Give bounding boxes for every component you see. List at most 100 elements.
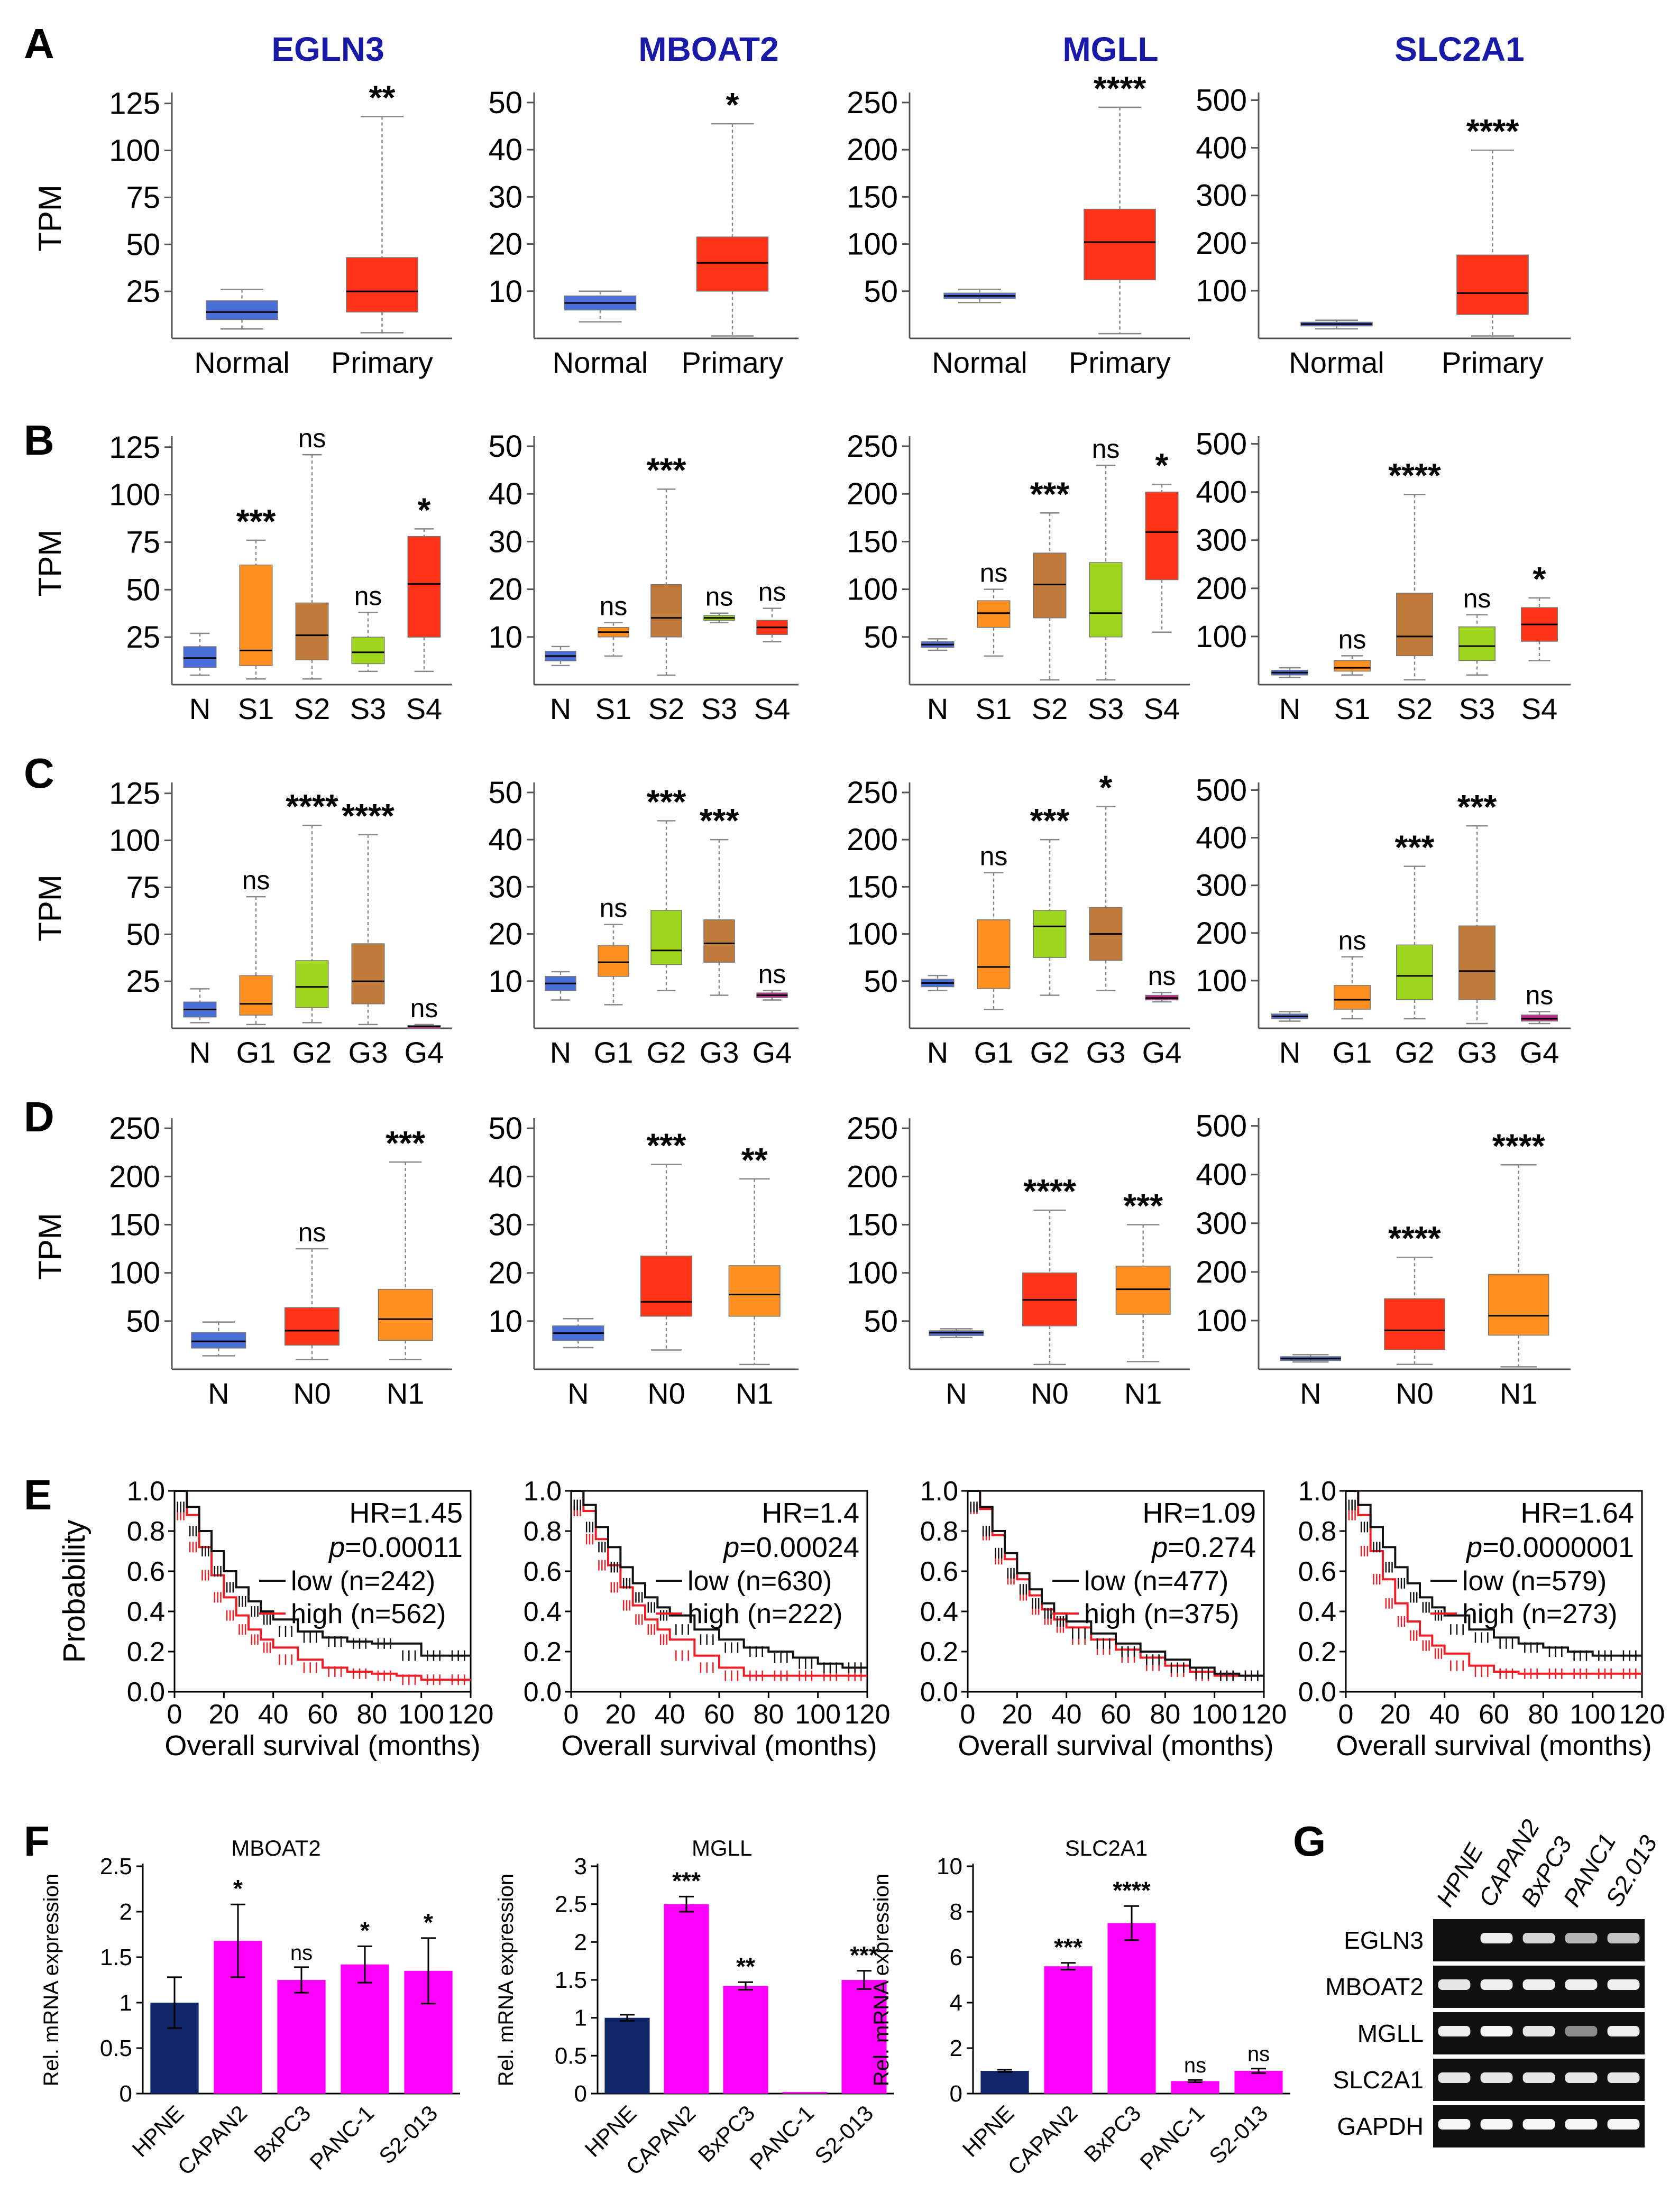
x-category-label: G1 [594,1036,634,1069]
x-category-label: S4 [1521,692,1558,725]
box-group-n: N [1271,667,1308,725]
y-tick-label: 50 [864,964,898,999]
y-tick-label: 0.6 [524,1556,562,1587]
y-tick-label: 30 [488,1208,522,1242]
x-tick-label: 40 [1051,1699,1082,1730]
x-category-label: N [1279,1036,1300,1069]
box-group-g4: G4 ns [1142,961,1182,1069]
y-tick-label: 100 [1196,620,1247,654]
significance-label: *** [236,502,276,540]
y-axis-label: TPM [32,530,68,597]
y-tick-label: 0.6 [920,1556,958,1587]
panel-letter-d: D [24,1093,54,1140]
box-group-primary: Primary * [682,86,784,379]
y-tick-label: 150 [847,870,898,904]
box [351,943,385,1004]
box-group-g2: G2 *** [1395,828,1435,1069]
box-group-n: N [552,1318,604,1410]
legend-label-low: low (n=630) [687,1566,832,1597]
x-category-label: Primary [1442,346,1544,379]
significance-label: *** [1030,801,1070,840]
box-group-g2: G2 *** [1030,801,1070,1069]
y-axis-label: Rel. mRNA expression [870,1874,893,2086]
x-category-label: S3 [1459,692,1495,725]
y-tick-label: 25 [126,964,160,999]
y-tick-label: 200 [1196,572,1247,606]
legend-label-high: high (n=273) [1462,1599,1617,1629]
box-chart-mboat2: 10 20 30 40 50 N S1 ns S2 *** S3 ns S4 ns [488,429,799,725]
box-group-s2: S2 *** [1030,475,1070,725]
box-group-s3: S3 ns [1458,584,1495,725]
significance-label: ns [298,423,326,453]
y-tick-label: 10 [488,620,522,655]
significance-label: * [360,1916,370,1944]
y-tick-label: 400 [1196,131,1247,165]
x-tick-label: 120 [845,1699,891,1730]
y-tick-label: 0.2 [127,1637,165,1667]
box [1396,944,1433,1000]
x-category-label: G3 [1086,1036,1126,1069]
y-tick-label: 1.5 [555,1967,587,1993]
y-tick-label: 50 [488,86,522,120]
box-chart-mboat2: 10 20 30 40 50 N G1 ns G2 *** G3 *** G4 ns [488,776,799,1069]
box-group-g3: G3 *** [700,801,739,1069]
significance-label: ns [354,581,382,611]
x-category-label: N [946,1377,967,1410]
significance-label: *** [1030,475,1070,513]
significance-label: ns [298,1218,326,1247]
y-tick-label: 25 [126,274,160,309]
y-axis-label: Rel. mRNA expression [40,1874,63,2086]
significance-label: * [1533,560,1546,598]
y-tick-label: 300 [1196,1206,1247,1241]
y-tick-label: 10 [488,274,522,309]
bar-chart-title: SLC2A1 [1065,1836,1148,1860]
significance-label: ns [1148,961,1176,991]
x-category-label: Normal [194,346,289,379]
box-group-s2: S2 **** [1388,456,1441,725]
y-tick-label: 0.0 [1298,1677,1336,1708]
y-tick-label: 200 [1196,916,1247,951]
box-group-g2: G2 **** [286,787,338,1069]
survival-curve-low [571,1490,867,1669]
gel-row-label: MBOAT2 [1325,1973,1424,2001]
bar [1171,2081,1219,2094]
box-group-n: N [183,988,217,1069]
x-tick-label: 80 [753,1699,784,1730]
box [1334,985,1371,1010]
y-tick-label: 0.4 [524,1597,562,1627]
significance-label: **** [1388,1219,1441,1257]
y-tick-label: 30 [488,180,522,214]
box [1033,552,1067,619]
bar [723,1986,768,2094]
y-tick-label: 2.5 [555,1892,587,1918]
box-group-s1: S1 ns [595,592,632,725]
gel-band [1607,1979,1640,1990]
box [295,602,329,661]
y-tick-label: 500 [1196,1109,1247,1144]
y-tick-label: 20 [488,1256,522,1291]
y-axis-label: Rel. mRNA expression [494,1874,518,2086]
gene-title-slc2a1: SLC2A1 [1394,30,1524,68]
significance-label: **** [342,797,394,835]
gel-row-label: MGLL [1357,2020,1424,2047]
gel-band [1480,2119,1513,2130]
box-group-normal: Normal [194,289,290,379]
box [1458,925,1495,1000]
box-group-n: N [545,646,576,725]
box-group-n1: N1 **** [1488,1127,1549,1410]
box-group-n1: N1 ** [728,1141,781,1410]
significance-label: *** [1123,1186,1163,1224]
box [703,919,735,963]
significance-label: *** [700,801,739,840]
x-category-label: S1 [1334,692,1371,725]
x-category-label: N [927,1036,948,1069]
x-category-label: S4 [406,692,443,725]
y-tick-label: 125 [109,430,160,465]
x-category-label: G2 [1395,1036,1435,1069]
x-category-label: G4 [1142,1036,1182,1069]
significance-label: *** [672,1867,701,1894]
y-tick-label: 100 [847,227,898,262]
x-tick-label: 40 [1429,1699,1460,1730]
box-group-n0: N0 ns [285,1218,340,1410]
x-category-label: Primary [331,346,433,379]
